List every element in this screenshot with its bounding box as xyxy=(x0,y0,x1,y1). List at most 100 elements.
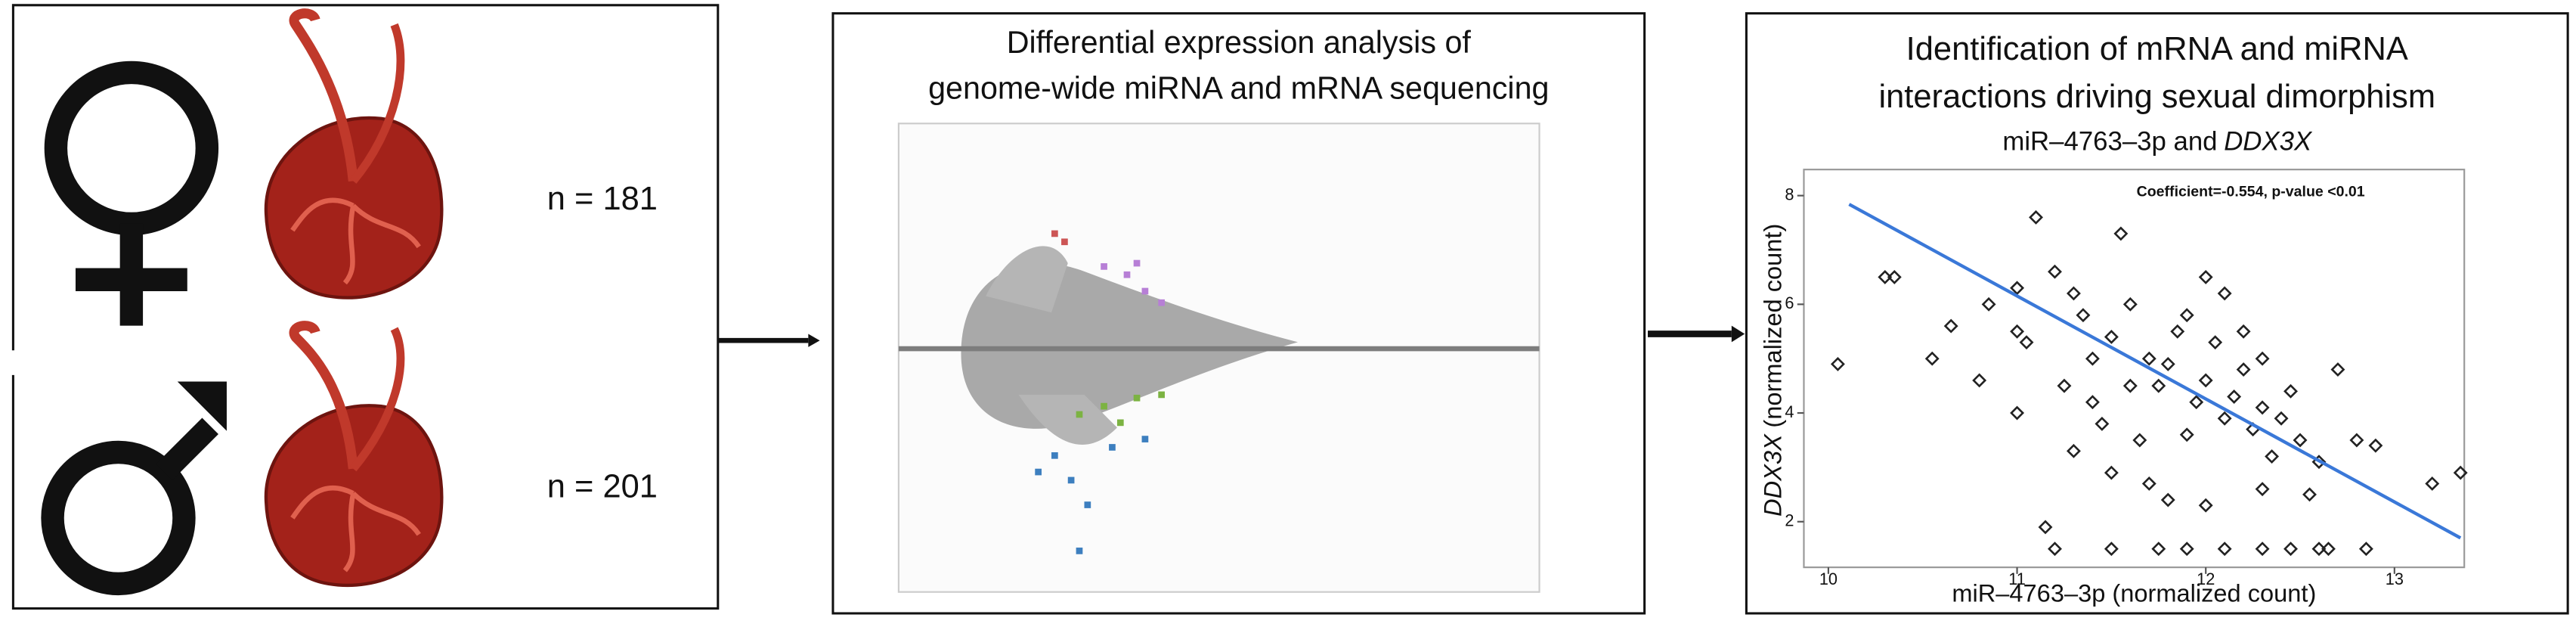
point xyxy=(2151,542,2166,557)
x-tick-label: 11 xyxy=(2008,569,2026,588)
point xyxy=(2293,433,2308,448)
y-label-unit: (normalized count) xyxy=(1758,224,1786,428)
point xyxy=(2236,324,2251,339)
point xyxy=(2132,433,2147,448)
point xyxy=(2227,389,2242,404)
point xyxy=(2453,465,2468,480)
point xyxy=(1830,356,1845,371)
point xyxy=(2198,269,2213,284)
point xyxy=(2358,542,2373,557)
point xyxy=(2113,226,2129,241)
point xyxy=(2311,542,2327,557)
point xyxy=(1981,296,1996,312)
point xyxy=(2038,520,2053,535)
right-panel: Identification of mRNA and miRNA interac… xyxy=(1745,12,2569,615)
y-axis-label: DDX3X (normalized count) xyxy=(1758,224,1786,517)
point xyxy=(2122,296,2138,312)
panel-border xyxy=(11,4,720,610)
point xyxy=(2217,286,2232,301)
point xyxy=(2283,542,2298,557)
point xyxy=(2010,324,2025,339)
point xyxy=(2283,383,2298,399)
panel-title: interactions driving sexual dimorphism xyxy=(1878,79,2435,115)
point xyxy=(1972,373,1987,388)
point xyxy=(2095,416,2110,431)
point xyxy=(2255,542,2270,557)
panel-border xyxy=(831,12,1646,615)
male-symbol xyxy=(41,417,218,596)
point xyxy=(2067,286,2081,301)
y-tick-label: 6 xyxy=(1785,293,1794,312)
point xyxy=(2425,476,2440,491)
point xyxy=(2076,308,2091,323)
point xyxy=(2274,411,2289,426)
point xyxy=(2151,378,2166,393)
point xyxy=(2048,542,2062,557)
x-axis-label: miR–4763–3p (normalized count) xyxy=(1952,579,2316,607)
panel-title: genome-wide miRNA and mRNA sequencing xyxy=(928,71,1549,106)
arrow xyxy=(717,334,820,347)
point xyxy=(2085,351,2100,366)
point xyxy=(2010,281,2025,296)
point xyxy=(2067,443,2081,458)
point xyxy=(2330,362,2345,377)
point xyxy=(2368,438,2383,453)
chart-subtitle: miR–4763–3p and DDX3X xyxy=(2002,128,2313,157)
y-tick-label: 4 xyxy=(1785,402,1794,421)
x-tick-label: 12 xyxy=(2197,569,2215,588)
point xyxy=(2189,395,2204,410)
placenta-male xyxy=(264,321,444,588)
male-arrow xyxy=(177,381,227,431)
middle-panel: Differential expression analysis of geno… xyxy=(831,12,1646,615)
point xyxy=(2236,362,2251,377)
point xyxy=(2321,542,2336,557)
point xyxy=(2057,378,2072,393)
point xyxy=(1943,318,1958,334)
point xyxy=(2010,405,2025,421)
point xyxy=(2208,335,2223,350)
point xyxy=(2048,264,2062,279)
point xyxy=(2029,209,2043,225)
point xyxy=(2302,487,2317,502)
point xyxy=(2170,324,2185,339)
point xyxy=(2217,542,2232,557)
ma-plot xyxy=(897,123,1540,593)
regression-line xyxy=(1848,203,2462,540)
point xyxy=(2179,308,2194,323)
female-symbol xyxy=(44,61,219,326)
point xyxy=(2179,427,2194,442)
point xyxy=(2198,373,2213,388)
subtitle-gene: DDX3X xyxy=(2224,128,2313,157)
plot-area xyxy=(1803,169,2466,569)
point xyxy=(2265,449,2280,464)
left-panel: n = 181 n = 201 xyxy=(11,4,720,610)
point xyxy=(1878,269,1893,284)
point xyxy=(2104,465,2119,480)
y-tick-label: 2 xyxy=(1785,511,1794,530)
female-count: n = 181 xyxy=(547,181,658,217)
y-tick-label: 8 xyxy=(1785,185,1794,203)
point xyxy=(2160,356,2175,371)
point xyxy=(2122,378,2138,393)
point xyxy=(2255,351,2270,366)
x-tick-label: 10 xyxy=(1819,569,1838,588)
point xyxy=(2217,411,2232,426)
panel-border xyxy=(1745,12,2569,615)
panel-title: Identification of mRNA and miRNA xyxy=(1906,31,2408,67)
y-label-gene: DDX3X xyxy=(1758,433,1786,517)
placenta-female xyxy=(264,8,444,299)
x-tick-label: 13 xyxy=(2386,569,2404,588)
point xyxy=(1924,351,1940,366)
point xyxy=(2349,433,2364,448)
scatter: 10 11 12 13 2 4 6 8 xyxy=(1785,185,2468,588)
point xyxy=(2198,498,2213,513)
point xyxy=(2179,542,2194,557)
annotation: Coefficient=-0.554, p-value <0.01 xyxy=(2137,184,2365,200)
point xyxy=(2141,351,2156,366)
point xyxy=(2160,492,2175,507)
point xyxy=(2255,400,2270,415)
point xyxy=(2255,482,2270,497)
point xyxy=(2085,395,2100,410)
point xyxy=(1887,269,1902,284)
